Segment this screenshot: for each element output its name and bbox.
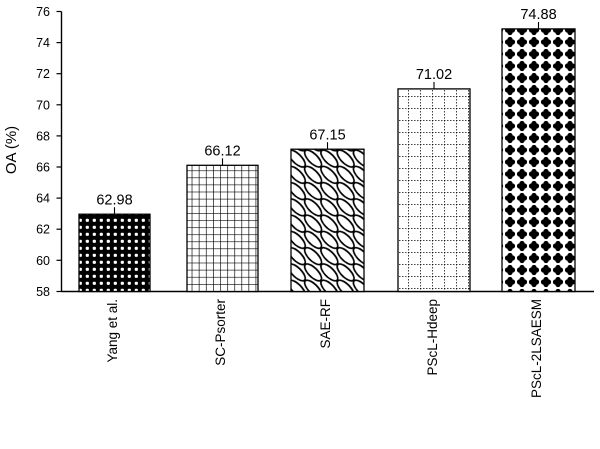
svg-text:PScL-2LSAESM: PScL-2LSAESM — [529, 299, 544, 398]
svg-text:PScL-Hdeep: PScL-Hdeep — [425, 299, 440, 376]
svg-text:OA (%): OA (%) — [3, 126, 20, 174]
svg-text:70: 70 — [36, 98, 50, 112]
svg-text:68: 68 — [36, 129, 50, 143]
svg-text:60: 60 — [36, 254, 50, 268]
svg-text:71.02: 71.02 — [416, 67, 452, 83]
svg-text:64: 64 — [36, 192, 50, 206]
svg-text:66: 66 — [36, 161, 50, 175]
svg-text:SAE-RF: SAE-RF — [318, 299, 333, 349]
svg-text:67.15: 67.15 — [309, 128, 345, 144]
svg-text:74: 74 — [36, 36, 50, 50]
svg-text:58: 58 — [36, 285, 50, 299]
svg-text:66.12: 66.12 — [204, 144, 240, 160]
svg-text:76: 76 — [36, 5, 50, 19]
svg-text:Yang et al.: Yang et al. — [105, 299, 120, 363]
svg-text:SC-Psorter: SC-Psorter — [213, 298, 228, 365]
svg-text:62.98: 62.98 — [96, 193, 132, 209]
svg-text:62: 62 — [36, 223, 50, 237]
svg-text:72: 72 — [36, 67, 50, 81]
svg-text:74.88: 74.88 — [520, 7, 556, 23]
